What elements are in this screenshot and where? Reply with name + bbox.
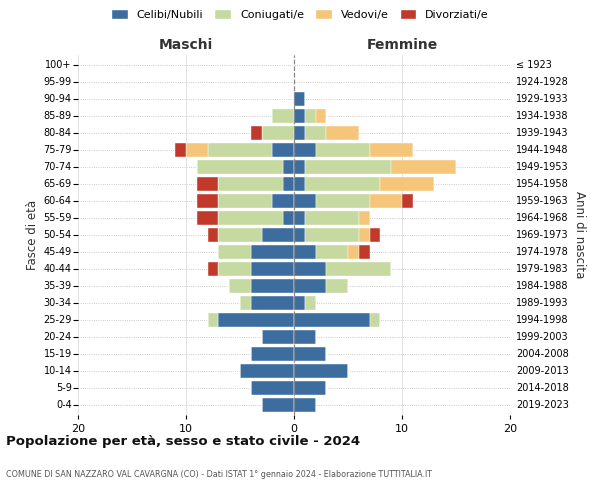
Text: Femmine: Femmine [367, 38, 437, 52]
Bar [251, 279, 294, 293]
Bar [294, 330, 316, 344]
Bar [272, 194, 294, 208]
Y-axis label: Anni di nascita: Anni di nascita [573, 192, 586, 278]
Bar [294, 228, 305, 242]
Bar [370, 228, 380, 242]
Bar [218, 177, 283, 191]
Bar [316, 109, 326, 123]
Bar [218, 211, 283, 225]
Bar [272, 109, 294, 123]
Bar [316, 245, 348, 259]
Bar [197, 177, 218, 191]
Bar [305, 228, 359, 242]
Bar [251, 126, 262, 140]
Bar [262, 126, 294, 140]
Bar [294, 126, 305, 140]
Bar [294, 143, 316, 157]
Bar [294, 279, 326, 293]
Bar [229, 279, 251, 293]
Bar [359, 211, 370, 225]
Bar [316, 143, 370, 157]
Bar [380, 177, 434, 191]
Bar [326, 126, 359, 140]
Bar [218, 262, 251, 276]
Bar [294, 262, 326, 276]
Bar [218, 194, 272, 208]
Bar [208, 143, 272, 157]
Bar [251, 381, 294, 395]
Bar [294, 177, 305, 191]
Bar [251, 245, 294, 259]
Bar [175, 143, 186, 157]
Bar [294, 347, 326, 361]
Bar [262, 330, 294, 344]
Bar [294, 160, 305, 174]
Bar [294, 211, 305, 225]
Bar [218, 313, 294, 327]
Bar [294, 296, 305, 310]
Bar [283, 177, 294, 191]
Legend: Celibi/Nubili, Coniugati/e, Vedovi/e, Divorziati/e: Celibi/Nubili, Coniugati/e, Vedovi/e, Di… [108, 6, 492, 23]
Bar [294, 364, 348, 378]
Bar [370, 313, 380, 327]
Bar [272, 143, 294, 157]
Bar [294, 194, 316, 208]
Bar [348, 245, 359, 259]
Bar [305, 177, 380, 191]
Bar [305, 211, 359, 225]
Bar [208, 262, 218, 276]
Bar [251, 347, 294, 361]
Bar [305, 109, 316, 123]
Bar [251, 262, 294, 276]
Bar [370, 143, 413, 157]
Bar [359, 245, 370, 259]
Bar [283, 160, 294, 174]
Bar [391, 160, 456, 174]
Bar [359, 228, 370, 242]
Bar [197, 211, 218, 225]
Text: COMUNE DI SAN NAZZARO VAL CAVARGNA (CO) - Dati ISTAT 1° gennaio 2024 - Elaborazi: COMUNE DI SAN NAZZARO VAL CAVARGNA (CO) … [6, 470, 432, 479]
Text: Maschi: Maschi [159, 38, 213, 52]
Bar [262, 228, 294, 242]
Bar [208, 313, 218, 327]
Bar [262, 398, 294, 412]
Bar [305, 126, 326, 140]
Bar [326, 262, 391, 276]
Bar [251, 296, 294, 310]
Bar [197, 194, 218, 208]
Bar [294, 109, 305, 123]
Bar [402, 194, 413, 208]
Bar [240, 296, 251, 310]
Bar [294, 313, 370, 327]
Bar [316, 194, 370, 208]
Bar [208, 228, 218, 242]
Bar [186, 143, 208, 157]
Bar [326, 279, 348, 293]
Bar [294, 92, 305, 106]
Bar [305, 296, 316, 310]
Bar [218, 245, 251, 259]
Text: Popolazione per età, sesso e stato civile - 2024: Popolazione per età, sesso e stato civil… [6, 435, 360, 448]
Bar [197, 160, 283, 174]
Bar [294, 245, 316, 259]
Bar [294, 398, 316, 412]
Y-axis label: Fasce di età: Fasce di età [26, 200, 39, 270]
Bar [370, 194, 402, 208]
Bar [218, 228, 262, 242]
Bar [305, 160, 391, 174]
Bar [240, 364, 294, 378]
Bar [294, 381, 326, 395]
Bar [283, 211, 294, 225]
